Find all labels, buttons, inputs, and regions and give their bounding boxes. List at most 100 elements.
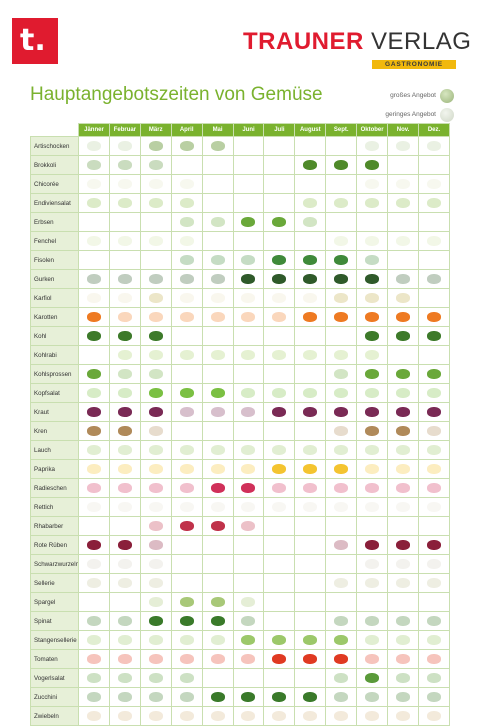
small-supply-icon [117,235,132,246]
month-cell [201,193,234,213]
large-supply-icon [365,672,380,683]
vegetable-name: Rettich [30,497,79,517]
large-supply-icon [365,425,380,436]
large-supply-icon [426,311,441,322]
month-cell [170,668,203,688]
small-supply-icon [303,197,318,208]
large-supply-icon [303,463,318,474]
large-supply-icon [426,330,441,341]
month-cell [78,573,110,593]
small-supply-icon [179,482,194,493]
month-cell [325,269,358,289]
month-cell [387,307,419,327]
month-cell [232,478,265,498]
month-cell [170,136,203,156]
month-cell [294,326,327,346]
vegetable-name: Tomaten [30,649,79,669]
month-cell [232,383,265,403]
small-supply-icon [117,140,132,151]
small-supply-icon [396,444,411,455]
month-cell [78,611,110,631]
month-cell [170,402,203,422]
month-cell [78,516,110,536]
small-supply-icon [396,178,411,189]
month-cell [263,212,296,232]
small-supply-icon [210,406,225,417]
small-supply-icon [272,292,287,303]
month-cell [201,440,234,460]
vegetable-name: Kren [30,421,79,441]
month-cell [356,174,389,194]
large-supply-icon [365,539,380,550]
large-supply-icon [365,292,380,303]
month-cell [417,611,451,631]
page-title: Hauptangebotszeiten von Gemüse [30,84,323,105]
small-supply-icon [210,311,225,322]
month-cell [417,668,451,688]
legend-small: geringes Angebot [372,105,454,124]
month-cell [108,136,141,156]
month-cell [78,269,110,289]
month-cell [139,155,172,175]
large-supply-icon [179,520,194,531]
large-supply-icon [365,311,380,322]
large-supply-icon [272,463,287,474]
month-cell [78,250,110,270]
month-cell [108,516,141,536]
month-cell [232,535,265,555]
month-cell [232,497,265,517]
table-row: Karfiol [30,288,451,308]
month-cell [232,459,265,479]
table-row: Kohlrabi [30,345,451,365]
large-supply-icon [241,482,256,493]
month-cell [294,516,327,536]
small-supply-icon [241,444,256,455]
large-supply-icon [86,425,101,436]
month-cell [263,497,296,517]
vegetable-name: Zwiebeln [30,706,79,726]
month-cell [325,706,358,726]
table-row: Radieschen [30,478,451,498]
large-supply-icon [334,254,349,265]
month-cell [78,554,110,574]
month-cell [263,307,296,327]
month-cell [139,687,172,707]
small-supply-icon [179,235,194,246]
month-header: Nov. [387,123,419,137]
month-cell [139,649,172,669]
table-row: Stangensellerie [30,630,451,650]
month-cell [263,383,296,403]
small-supply-icon [179,672,194,683]
small-supply-icon [179,273,194,284]
small-supply-icon [86,634,101,645]
month-cell [294,459,327,479]
month-cell [201,478,234,498]
vegetable-name: Fisolen [30,250,79,270]
month-cell [356,649,389,669]
month-cell [294,440,327,460]
month-cell [417,687,451,707]
small-supply-icon [396,634,411,645]
month-cell [387,535,419,555]
month-cell [232,440,265,460]
month-cell [108,478,141,498]
month-cell [325,345,358,365]
large-supply-icon [179,387,194,398]
small-supply-icon [117,349,132,360]
month-header: Juli [263,123,296,137]
month-cell [201,554,234,574]
month-cell [170,535,203,555]
month-cell [78,706,110,726]
small-supply-icon [334,368,349,379]
month-cell [139,307,172,327]
month-cell [356,383,389,403]
large-supply-icon [334,273,349,284]
month-cell [139,345,172,365]
large-supply-icon [210,615,225,626]
month-cell [325,592,358,612]
month-cell [263,174,296,194]
month-cell [387,630,419,650]
vegetable-name: Chicorée [30,174,79,194]
large-supply-icon [396,425,411,436]
large-supply-icon [179,140,194,151]
